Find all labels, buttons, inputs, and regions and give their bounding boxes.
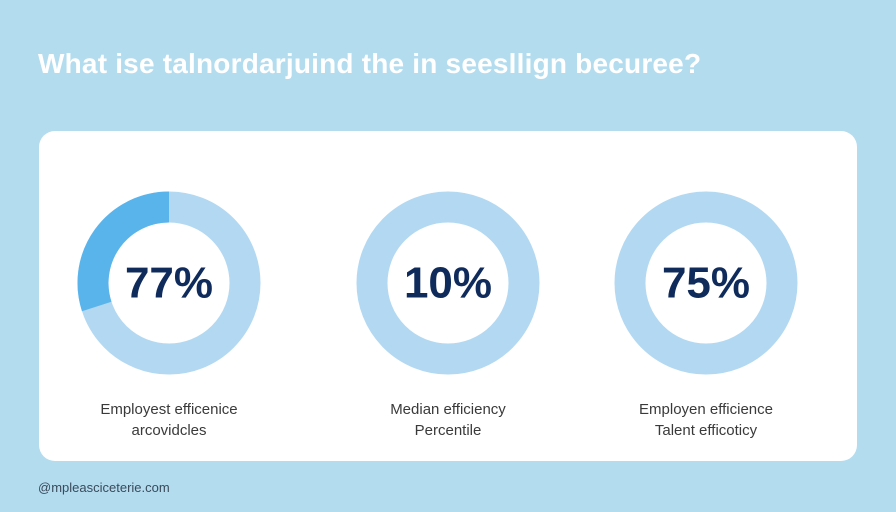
site-watermark: @mpleasciceterie.com bbox=[38, 480, 170, 495]
donut-chart: 75% bbox=[614, 191, 798, 375]
metric-caption: Employest efficenice arcovidcles bbox=[39, 399, 299, 441]
caption-line-1: Employest efficenice bbox=[100, 401, 238, 418]
donut-value-label: 75% bbox=[662, 259, 750, 308]
donut-value-label: 77% bbox=[125, 259, 213, 308]
metric-talent-efficiency: 75% Employen efficience Talent efficotic… bbox=[576, 131, 836, 461]
donut-fill-arc bbox=[77, 191, 170, 312]
caption-line-1: Median efficiency bbox=[390, 401, 506, 418]
donut-chart: 10% bbox=[356, 191, 540, 375]
page-title: What ise talnordarjuind the in seesllign… bbox=[38, 48, 702, 79]
caption-line-1: Employen efficience bbox=[639, 401, 773, 418]
metric-caption: Median efficiency Percentile bbox=[318, 399, 578, 441]
metric-median-efficiency: 10% Median efficiency Percentile bbox=[318, 131, 578, 461]
metric-caption: Employen efficience Talent efficoticy bbox=[576, 399, 836, 441]
caption-line-2: Percentile bbox=[414, 422, 482, 439]
donut-track bbox=[356, 191, 540, 375]
donut-chart: 77% bbox=[77, 191, 261, 375]
caption-line-2: Talent efficoticy bbox=[654, 422, 758, 439]
metric-employee-efficiency: 77% Employest efficenice arcovidcles bbox=[39, 131, 299, 461]
caption-line-2: arcovidcles bbox=[131, 422, 207, 439]
donut-track bbox=[614, 191, 798, 375]
metrics-card: 77% Employest efficenice arcovidcles 10%… bbox=[39, 131, 857, 461]
donut-value-label: 10% bbox=[404, 259, 492, 308]
